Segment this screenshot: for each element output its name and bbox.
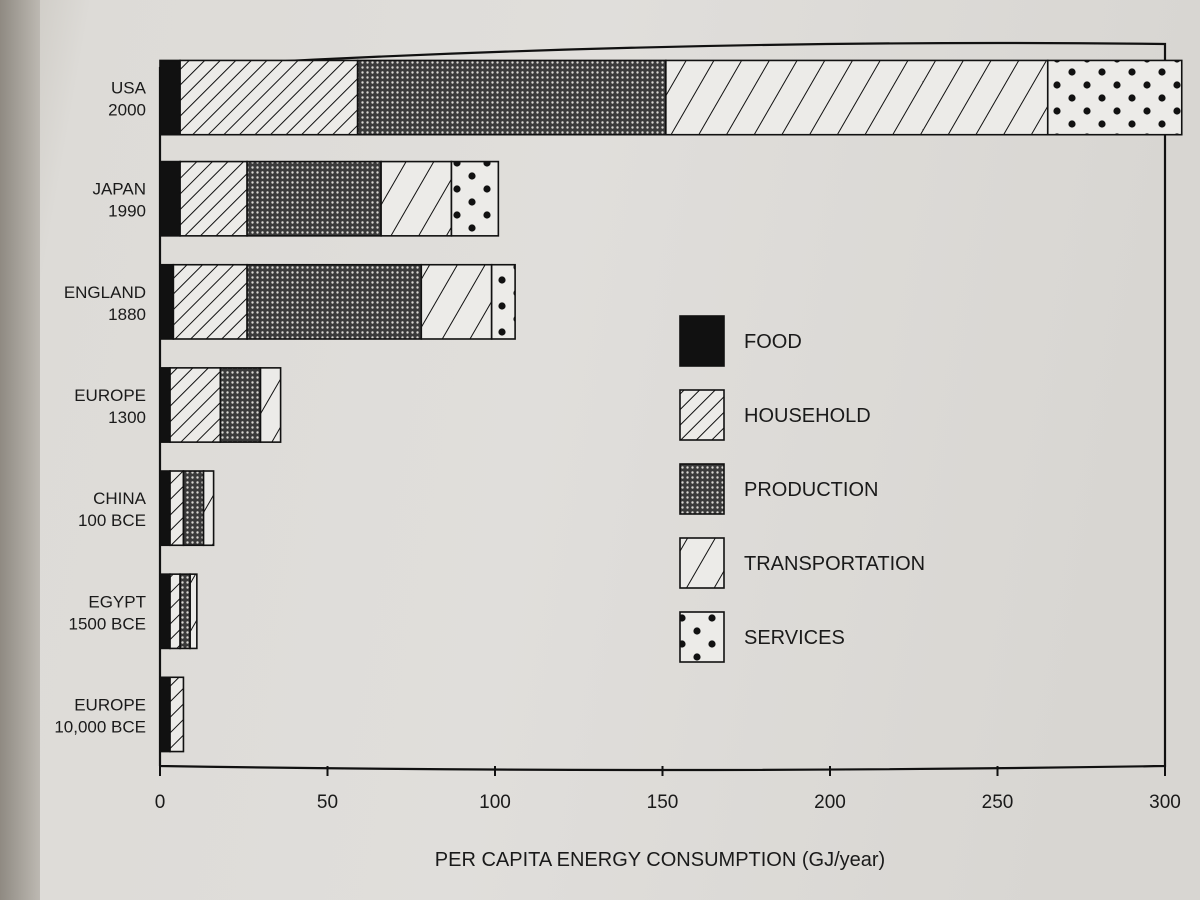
bar-household-2 <box>172 263 248 340</box>
bar-production-3 <box>219 367 262 443</box>
category-label-5: EGYPT 1500 BCE <box>69 592 147 633</box>
legend-label-production: PRODUCTION <box>744 479 878 501</box>
bar-household-1 <box>179 160 248 237</box>
category-label-3-line-1: 1300 <box>108 408 146 427</box>
bar-production-2 <box>246 263 423 340</box>
bar-food-6 <box>159 676 171 753</box>
category-label-2: ENGLAND 1880 <box>64 283 146 324</box>
category-label-1-line-1: 1990 <box>108 202 146 221</box>
legend-label-transportation: TRANSPORTATION <box>744 553 925 575</box>
bar-production-0 <box>356 59 667 136</box>
bar-transportation-3 <box>259 367 282 443</box>
x-tick-label-3: 150 <box>647 792 679 813</box>
bar-food-1 <box>159 160 181 237</box>
category-label-4: CHINA 100 BCE <box>78 489 147 530</box>
x-tick-label-5: 250 <box>982 792 1014 813</box>
legend-label-food: FOOD <box>744 331 802 353</box>
bar-food-4 <box>159 470 171 547</box>
bar-food-0 <box>159 59 181 136</box>
category-label-1: JAPAN 1990 <box>92 180 146 221</box>
bar-household-3 <box>169 367 222 443</box>
category-label-6-line-1: 10,000 BCE <box>54 717 146 736</box>
category-label-6-line-0: EUROPE <box>74 695 146 714</box>
bar-services-1 <box>450 160 500 237</box>
legend-swatch-household <box>679 389 725 441</box>
bar-transportation-0 <box>665 59 1049 136</box>
category-label-3: EUROPE 1300 <box>74 386 146 427</box>
category-label-5-line-1: 1500 BCE <box>69 614 147 633</box>
bar-food-3 <box>159 367 171 443</box>
bar-food-2 <box>159 263 175 340</box>
bar-services-0 <box>1046 59 1183 136</box>
category-label-4-line-1: 100 BCE <box>78 511 146 530</box>
bar-household-4 <box>169 470 185 547</box>
x-tick-label-4: 200 <box>814 792 846 813</box>
legend-label-household: HOUSEHOLD <box>744 405 871 427</box>
category-label-0-line-1: 2000 <box>108 101 146 120</box>
category-label-6: EUROPE 10,000 BCE <box>54 695 146 736</box>
category-label-0: USA 2000 <box>108 79 146 120</box>
x-axis-title: PER CAPITA ENERGY CONSUMPTION (GJ/year) <box>435 849 885 871</box>
category-label-3-line-0: EUROPE <box>74 386 146 405</box>
bar-household-5 <box>169 573 181 650</box>
plot-frame <box>158 41 1167 772</box>
category-label-5-line-0: EGYPT <box>88 592 146 611</box>
category-label-1-line-0: JAPAN <box>92 180 146 199</box>
x-tick-label-2: 100 <box>479 792 511 813</box>
bar-services-2 <box>490 263 516 340</box>
bar-household-6 <box>169 676 185 753</box>
category-label-2-line-0: ENGLAND <box>64 283 146 302</box>
category-label-0-line-0: USA <box>111 79 147 98</box>
legend-swatch-food <box>679 315 725 367</box>
legend: FOOD HOUSEHOLD PRODUCTION TRANSPORTATION SER… <box>679 315 925 663</box>
x-tick-label-6: 300 <box>1149 792 1181 813</box>
legend-label-services: SERVICES <box>744 627 845 649</box>
legend-swatch-services <box>679 611 725 663</box>
bar-transportation-5 <box>189 573 198 650</box>
bar-household-0 <box>179 59 359 136</box>
x-tick-label-1: 50 <box>317 792 338 813</box>
bar-food-5 <box>159 573 171 650</box>
category-label-4-line-0: CHINA <box>93 489 147 508</box>
bar-production-4 <box>182 470 205 547</box>
x-tick-label-0: 0 <box>155 792 166 813</box>
bar-production-1 <box>246 160 382 237</box>
legend-swatch-production <box>679 463 725 515</box>
bar-transportation-1 <box>380 160 453 237</box>
bar-transportation-4 <box>202 470 215 547</box>
legend-swatch-transportation <box>679 537 725 589</box>
category-label-2-line-1: 1880 <box>108 305 146 324</box>
bar-production-5 <box>179 573 191 650</box>
bar-transportation-2 <box>420 263 493 340</box>
